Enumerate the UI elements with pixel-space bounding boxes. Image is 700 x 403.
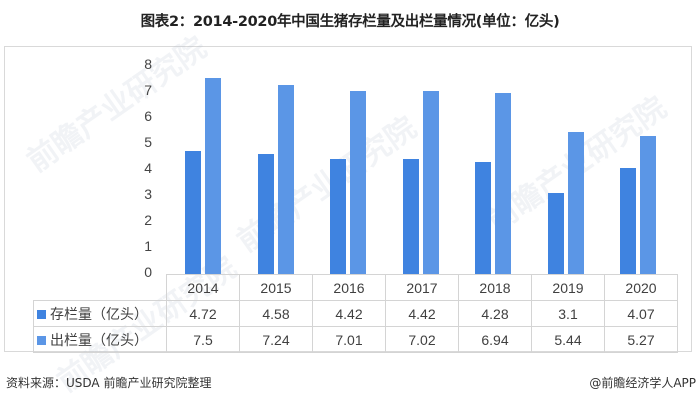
bar-2020-series-0	[620, 167, 636, 274]
year-header-cell: 2017	[385, 274, 459, 301]
value-cell: 7.01	[312, 326, 386, 353]
bar-2017-series-1	[422, 90, 439, 274]
legend-label: 存栏量（亿头）	[50, 305, 148, 322]
bar-2016-series-0	[330, 158, 346, 274]
table-header-row: 2014 2015 2016 2017 2018 2019 2020	[33, 274, 678, 301]
value-cell: 4.42	[385, 300, 459, 327]
bar-2015-series-0	[257, 154, 274, 274]
chart-title: 图表2：2014-2020年中国生猪存栏量及出栏量情况(单位：亿头)	[140, 14, 560, 30]
value-cell: 4.42	[312, 300, 386, 327]
value-cell: 5.44	[531, 326, 605, 353]
bar-2018-series-1	[495, 92, 511, 274]
bar-2015-series-1	[277, 84, 294, 274]
table-row: 存栏量（亿头） 4.72 4.58 4.42 4.42 4.28 3.1 4.07	[33, 300, 678, 327]
bar-2014-series-0	[185, 150, 201, 274]
y-tick-label: 2	[144, 212, 152, 228]
bar-2014-series-1	[205, 78, 221, 274]
year-header-cell: 2018	[458, 274, 532, 301]
bar-2019-series-0	[547, 193, 564, 274]
y-tick-label: 8	[144, 56, 152, 72]
year-header-cell: 2015	[239, 274, 313, 301]
value-cell: 4.28	[458, 300, 532, 327]
legend-swatch-icon	[37, 309, 46, 319]
year-header-cell: 2016	[312, 274, 386, 301]
value-cell: 6.94	[458, 326, 532, 353]
value-cell: 5.27	[604, 326, 678, 353]
table-corner	[33, 274, 167, 301]
data-table: 2014 2015 2016 2017 2018 2019 2020 存栏量（亿头） 4.7…	[33, 274, 678, 353]
value-cell: 7.5	[166, 326, 240, 353]
year-header-cell: 2019	[531, 274, 605, 301]
value-cell: 4.07	[604, 300, 678, 327]
plot-area	[167, 65, 674, 274]
value-cell: 7.02	[385, 326, 459, 353]
year-header-cell: 2020	[604, 274, 678, 301]
year-header-cell: 2014	[166, 274, 240, 301]
y-tick-label: 0	[144, 264, 152, 280]
source-note: 资料来源：USDA 前瞻产业研究院整理	[6, 376, 212, 390]
bar-2016-series-1	[350, 90, 366, 274]
value-cell: 3.1	[531, 300, 605, 327]
y-tick-label: 3	[144, 186, 152, 202]
value-cell: 4.58	[239, 300, 313, 327]
y-tick-label: 4	[144, 160, 152, 176]
bar-2020-series-1	[640, 136, 656, 274]
legend-cell: 存栏量（亿头）	[33, 300, 167, 327]
bar-2017-series-0	[402, 158, 419, 274]
y-tick-label: 6	[144, 108, 152, 124]
legend-cell: 出栏量（亿头）	[33, 326, 167, 353]
value-cell: 4.72	[166, 300, 240, 327]
legend-swatch-icon	[37, 335, 46, 345]
y-tick-label: 1	[144, 238, 152, 254]
y-tick-label: 5	[144, 134, 152, 150]
credit-note: @前瞻经济学人APP	[589, 376, 696, 390]
legend-label: 出栏量（亿头）	[50, 331, 148, 348]
table-row: 出栏量（亿头） 7.5 7.24 7.01 7.02 6.94 5.44 5.27	[33, 326, 678, 353]
y-tick-label: 7	[144, 82, 152, 98]
value-cell: 7.24	[239, 326, 313, 353]
bar-2019-series-1	[567, 131, 584, 274]
bar-2018-series-0	[475, 162, 491, 274]
